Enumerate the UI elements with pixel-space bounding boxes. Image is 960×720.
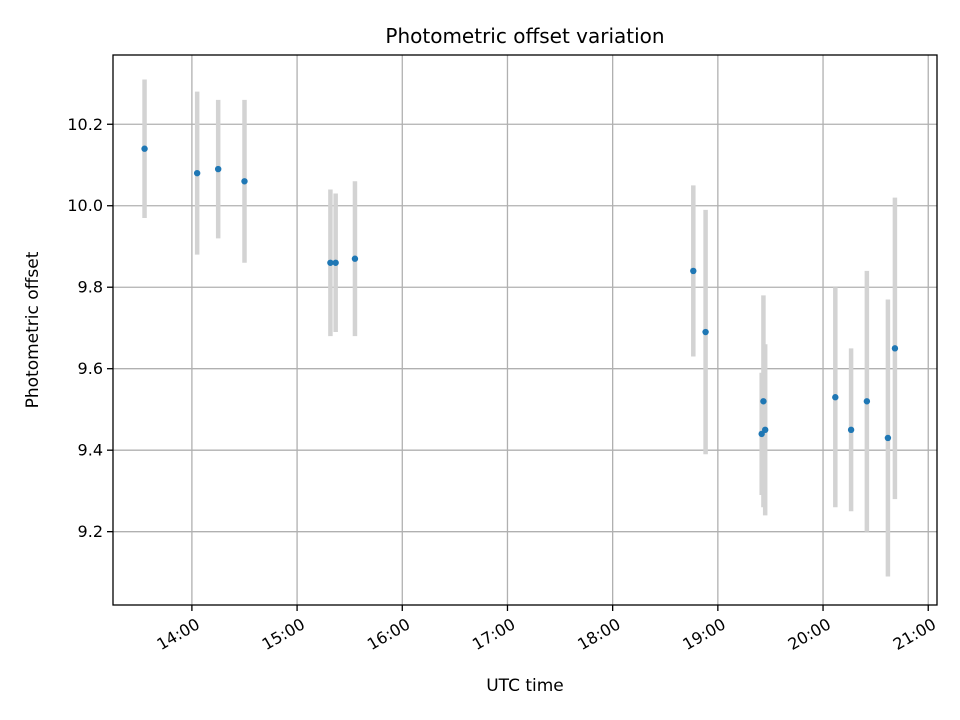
y-tick-label: 10.2 bbox=[67, 115, 103, 134]
data-point bbox=[702, 328, 709, 336]
data-point bbox=[760, 398, 767, 405]
x-tick-label: 18:00 bbox=[574, 614, 623, 654]
y-tick-label: 9.2 bbox=[78, 522, 103, 541]
data-point bbox=[761, 426, 769, 434]
data-point bbox=[241, 178, 248, 185]
data-point bbox=[327, 259, 334, 266]
chart-title: Photometric offset variation bbox=[385, 24, 664, 48]
x-axis-title: UTC time bbox=[486, 676, 564, 696]
data-point bbox=[141, 145, 148, 152]
x-tick-label: 15:00 bbox=[259, 614, 308, 654]
y-axis-title: Photometric offset bbox=[23, 251, 43, 408]
data-point bbox=[884, 434, 892, 442]
plot-frame bbox=[112, 54, 938, 606]
point-layer bbox=[141, 145, 899, 442]
data-point bbox=[690, 267, 697, 275]
data-point bbox=[332, 259, 339, 266]
y-tick-label: 9.8 bbox=[78, 278, 103, 297]
data-point bbox=[847, 426, 855, 434]
x-tick-label: 14:00 bbox=[153, 614, 202, 654]
data-point bbox=[214, 165, 222, 173]
x-tick-label: 16:00 bbox=[364, 614, 413, 654]
y-tick-label: 10.0 bbox=[67, 196, 103, 215]
data-point bbox=[863, 398, 871, 405]
data-point bbox=[832, 394, 839, 401]
x-tick-label: 17:00 bbox=[469, 614, 518, 654]
errorbar-layer bbox=[142, 79, 898, 577]
grid-layer bbox=[113, 55, 937, 605]
y-tick-label: 9.4 bbox=[78, 441, 103, 460]
data-point bbox=[891, 345, 899, 352]
data-point bbox=[351, 255, 359, 262]
x-tick-label: 21:00 bbox=[890, 614, 939, 654]
x-tick-label: 20:00 bbox=[785, 614, 834, 654]
y-tick-label: 9.6 bbox=[78, 359, 103, 378]
data-point bbox=[193, 169, 201, 177]
x-tick-label: 19:00 bbox=[679, 614, 728, 654]
